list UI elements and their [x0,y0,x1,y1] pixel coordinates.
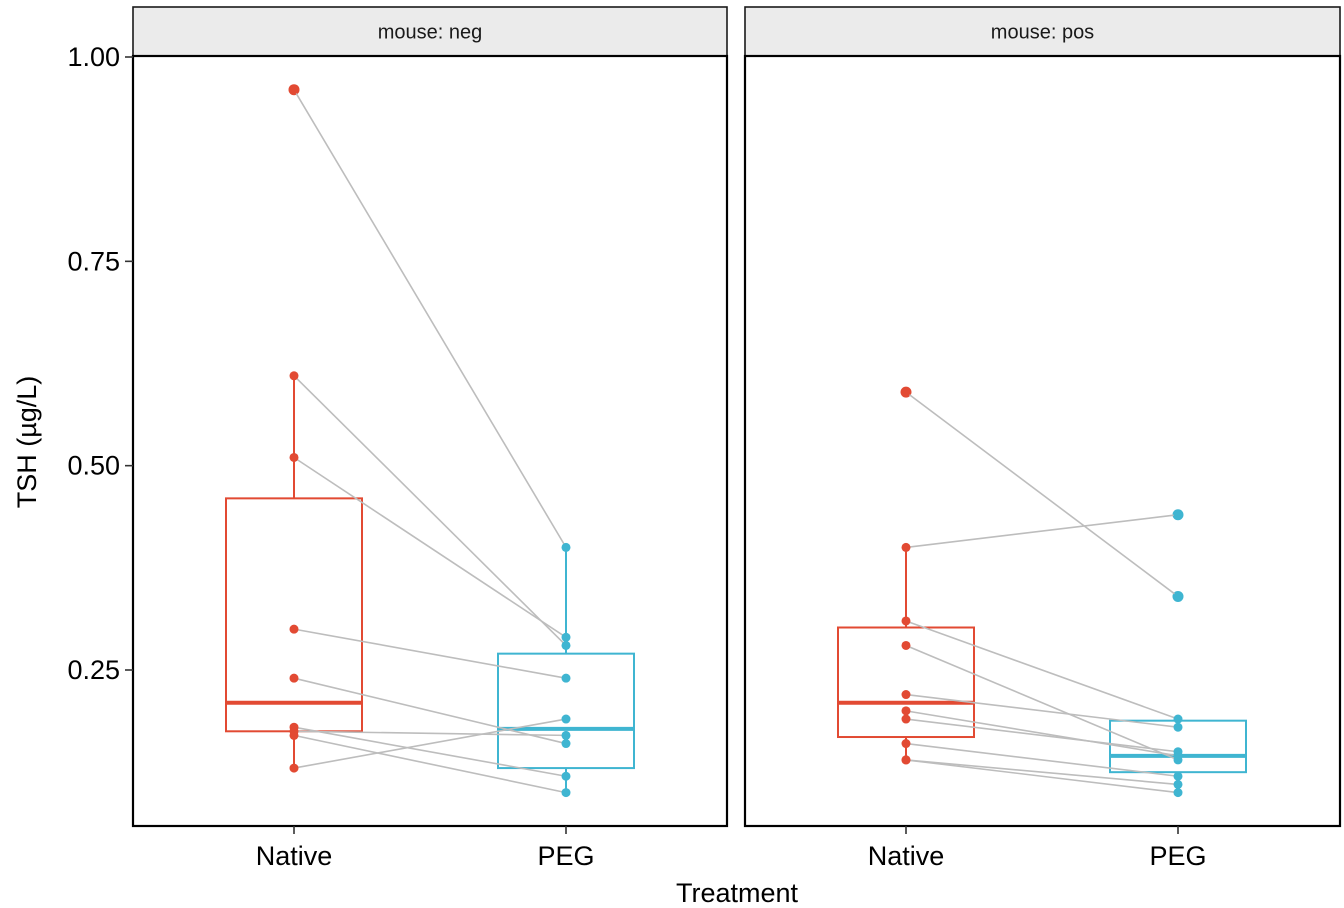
data-point-peg [561,632,571,642]
data-point-peg [561,788,571,798]
facet-panels: mouse: neg Native PEG mouse: pos Native PEG [131,6,1342,871]
pair-line [293,375,567,647]
pair-line [905,513,1179,549]
pair-line [293,677,567,745]
y-tick-label: 0.75 [67,246,120,276]
data-point-native [901,739,911,749]
y-axis: 0.25 0.50 0.75 1.00 [67,42,133,685]
pair-line [293,89,567,548]
x-tick-label: PEG [537,841,594,871]
pair-line [293,726,567,778]
boxplot-peg [497,547,635,793]
y-tick-label: 0.50 [67,451,120,481]
pair-line [905,693,1179,729]
pair-line [905,620,1179,720]
data-point-peg [561,730,571,740]
pair-line [905,759,1179,786]
data-point-peg [1173,510,1183,520]
pair-lines [293,89,567,794]
pair-line [905,644,1179,761]
pair-line [293,628,567,679]
data-point-native [289,673,299,683]
data-point-native [901,640,911,650]
facet-panel: mouse: pos Native PEG [743,6,1342,871]
data-point-native [901,387,911,397]
data-point-peg [561,640,571,650]
data-point-native [289,730,299,740]
data-point-peg [1173,591,1183,601]
x-tick-label: PEG [1149,841,1206,871]
data-point-native [901,714,911,724]
data-point-native [289,371,299,381]
pair-line [905,718,1179,753]
y-tick-label: 0.25 [67,655,120,685]
data-point-native [901,542,911,552]
data-point-peg [561,714,571,724]
data-point-peg [1173,788,1183,798]
pair-line [905,710,1179,757]
strip-label: mouse: neg [378,22,483,44]
data-point-native [901,706,911,716]
y-axis-title: TSH (µg/L) [12,376,42,509]
panel-border [131,54,729,828]
data-point-native [901,616,911,626]
data-point-peg [1173,714,1183,724]
pair-line [293,730,567,737]
data-point-native [289,452,299,462]
data-point-native [901,755,911,765]
data-point-peg [1173,722,1183,732]
x-tick-label: Native [868,841,945,871]
data-point-peg [561,673,571,683]
x-tick-label: Native [256,841,333,871]
box [497,652,635,770]
data-point-native [289,624,299,634]
data-point-peg [1173,779,1183,789]
data-point-peg [1173,747,1183,757]
strip-label: mouse: pos [991,22,1094,44]
data-points [901,387,1183,798]
data-points [289,85,571,798]
box [225,497,363,733]
data-point-peg [561,739,571,749]
pair-line [905,759,1179,794]
x-axis-title: Treatment [676,878,799,908]
strip-background [132,6,728,57]
facet-panel: mouse: neg Native PEG [131,6,729,871]
data-point-peg [561,771,571,781]
pair-lines [905,391,1179,794]
pair-line [293,734,567,794]
y-tick-label: 1.00 [67,42,120,72]
data-point-peg [561,542,571,552]
pair-line [293,718,567,769]
data-point-native [289,85,299,95]
pair-line [905,391,1179,598]
data-point-peg [1173,771,1183,781]
pair-line [905,742,1179,778]
panel-border [743,54,1342,828]
data-point-native [901,690,911,700]
pair-line [293,456,567,638]
data-point-native [289,763,299,773]
